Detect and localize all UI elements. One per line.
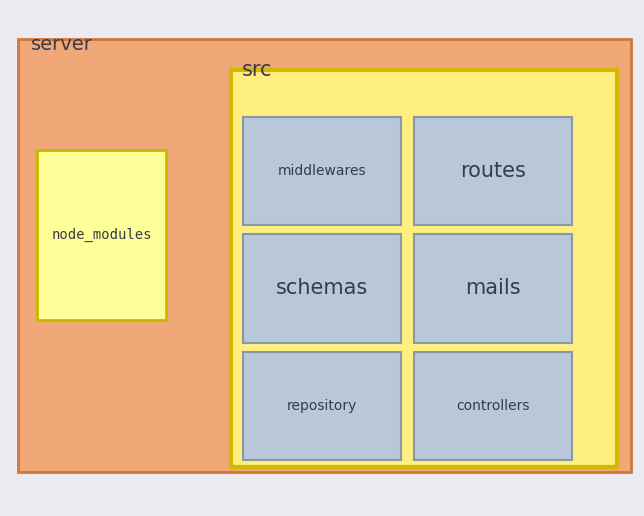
Bar [18, 39, 631, 472]
Text: node_modules: node_modules [52, 228, 152, 242]
Text: mails: mails [465, 279, 521, 298]
Bar [243, 234, 401, 343]
Bar [37, 150, 166, 320]
Bar [414, 234, 572, 343]
Text: routes: routes [460, 161, 526, 181]
Bar [243, 352, 401, 460]
Bar [414, 117, 572, 225]
Text: middlewares: middlewares [278, 164, 366, 178]
Bar [243, 117, 401, 225]
Text: src: src [242, 60, 272, 80]
Text: schemas: schemas [276, 279, 368, 298]
Bar [414, 352, 572, 460]
Bar [231, 70, 617, 467]
Text: controllers: controllers [456, 399, 530, 413]
Text: server: server [31, 35, 93, 54]
Text: repository: repository [287, 399, 357, 413]
